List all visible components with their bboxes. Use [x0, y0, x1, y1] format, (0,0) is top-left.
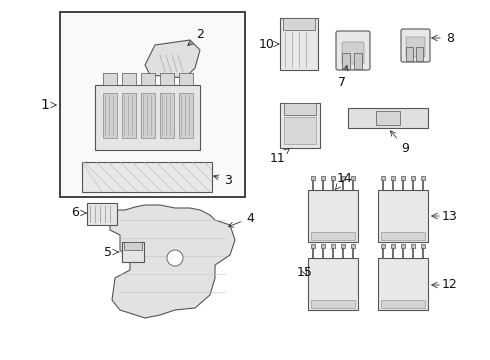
Bar [411, 244, 415, 248]
Bar [87, 203, 117, 225]
Bar [376, 111, 400, 125]
Text: 6: 6 [71, 207, 79, 220]
Bar [341, 176, 345, 180]
Bar [331, 176, 335, 180]
Bar [160, 93, 174, 138]
Bar [351, 244, 355, 248]
FancyBboxPatch shape [406, 37, 425, 57]
Bar [141, 93, 155, 138]
Bar [354, 53, 362, 69]
Bar [406, 47, 413, 61]
Bar [391, 244, 395, 248]
Bar [391, 176, 395, 180]
Bar [341, 244, 345, 248]
Bar [284, 103, 316, 115]
Bar [160, 73, 174, 85]
Circle shape [167, 250, 183, 266]
Text: 12: 12 [442, 279, 458, 292]
Bar [421, 244, 425, 248]
Circle shape [402, 112, 414, 124]
Bar [321, 176, 325, 180]
Bar [280, 18, 318, 70]
Text: 10: 10 [259, 37, 275, 50]
Bar [311, 232, 355, 240]
Bar [103, 73, 117, 85]
Text: 2: 2 [188, 28, 204, 46]
Text: 7: 7 [338, 66, 348, 89]
Polygon shape [110, 205, 235, 318]
Text: 15: 15 [297, 266, 313, 279]
Bar [321, 244, 325, 248]
Bar [103, 93, 117, 138]
Bar [311, 300, 355, 308]
FancyBboxPatch shape [401, 29, 430, 62]
FancyBboxPatch shape [336, 31, 370, 70]
Bar [381, 244, 385, 248]
Bar [179, 93, 193, 138]
Bar [381, 176, 385, 180]
Bar [351, 176, 355, 180]
Bar [122, 73, 136, 85]
Bar [401, 176, 405, 180]
Bar [283, 18, 315, 30]
Bar [280, 103, 320, 148]
Text: 8: 8 [446, 31, 454, 45]
Bar [122, 93, 136, 138]
Bar [421, 176, 425, 180]
Text: 3: 3 [214, 174, 232, 186]
Bar [311, 176, 315, 180]
Text: 13: 13 [442, 210, 458, 222]
Bar [124, 242, 142, 250]
Bar [95, 85, 200, 150]
Bar [311, 244, 315, 248]
Bar [401, 244, 405, 248]
Text: 4: 4 [228, 211, 254, 227]
Bar [308, 258, 358, 310]
FancyBboxPatch shape [342, 42, 364, 64]
Text: 14: 14 [335, 171, 353, 189]
Bar [60, 12, 245, 197]
Bar [348, 108, 428, 128]
Bar [122, 242, 144, 262]
Bar [179, 73, 193, 85]
Text: 9: 9 [391, 131, 409, 154]
Bar [381, 232, 425, 240]
Bar [284, 117, 316, 144]
Text: 5: 5 [104, 246, 112, 258]
Text: 1: 1 [41, 98, 49, 112]
Circle shape [354, 112, 366, 124]
Bar [331, 244, 335, 248]
Bar [411, 176, 415, 180]
Bar [381, 300, 425, 308]
Text: 11: 11 [270, 149, 289, 165]
Bar [342, 53, 350, 69]
Bar [82, 162, 212, 192]
Bar [308, 190, 358, 242]
Bar [378, 258, 428, 310]
Bar [378, 190, 428, 242]
Bar [416, 47, 423, 61]
Polygon shape [145, 40, 200, 78]
Bar [141, 73, 155, 85]
